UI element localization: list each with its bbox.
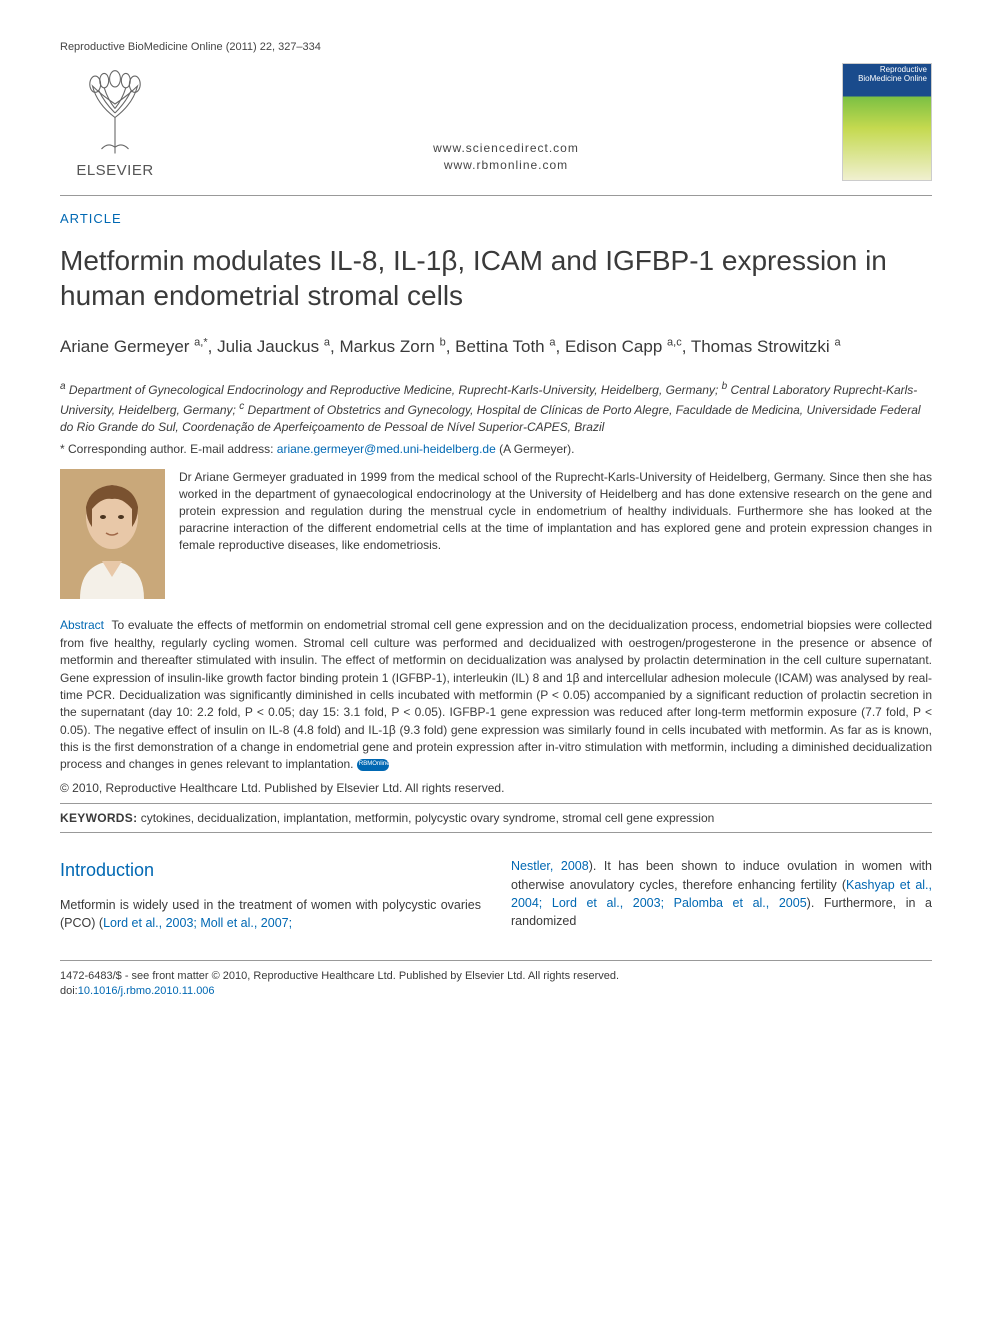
header-links: www.sciencedirect.com www.rbmonline.com (170, 140, 842, 182)
citation-link[interactable]: Lord et al., 2003; Moll et al., 2007; (103, 916, 292, 930)
author-list: Ariane Germeyer a,*, Julia Jauckus a, Ma… (60, 335, 932, 359)
journal-reference: Reproductive BioMedicine Online (2011) 2… (60, 40, 321, 55)
affiliations: a Department of Gynecological Endocrinol… (60, 380, 932, 436)
abstract-text: To evaluate the effects of metformin on … (60, 618, 932, 771)
publisher-name: ELSEVIER (76, 160, 153, 181)
doi-prefix: doi: (60, 985, 78, 997)
introduction-section: Introduction Metformin is widely used in… (60, 857, 932, 931)
sciencedirect-link[interactable]: www.sciencedirect.com (170, 140, 842, 157)
author-bio-text: Dr Ariane Germeyer graduated in 1999 fro… (179, 469, 932, 599)
article-type-tag: ARTICLE (60, 210, 932, 228)
footer-copyright: 1472-6483/$ - see front matter © 2010, R… (60, 969, 932, 984)
journal-cover-thumbnail: Reproductive BioMedicine Online (842, 63, 932, 181)
introduction-heading: Introduction (60, 857, 481, 883)
header-mid: ELSEVIER www.sciencedirect.com www.rbmon… (60, 63, 932, 196)
cover-title: Reproductive BioMedicine Online (843, 66, 927, 84)
intro-column-left: Introduction Metformin is widely used in… (60, 857, 481, 931)
corresponding-author: * Corresponding author. E-mail address: … (60, 441, 932, 458)
elsevier-tree-icon (70, 68, 160, 158)
keywords-list: cytokines, decidualization, implantation… (141, 811, 715, 825)
corresponding-email-link[interactable]: ariane.germeyer@med.uni-heidelberg.de (277, 442, 496, 456)
abstract-label: Abstract (60, 618, 104, 632)
header-top: Reproductive BioMedicine Online (2011) 2… (60, 40, 932, 55)
keywords-label: KEYWORDS: (60, 811, 137, 825)
doi-link[interactable]: 10.1016/j.rbmo.2010.11.006 (78, 985, 215, 997)
rbm-online-badge-icon (357, 759, 389, 771)
rbmonline-link[interactable]: www.rbmonline.com (170, 157, 842, 174)
corresponding-prefix: * Corresponding author. E-mail address: (60, 442, 277, 456)
corresponding-suffix: (A Germeyer). (496, 442, 575, 456)
author-bio-block: Dr Ariane Germeyer graduated in 1999 fro… (60, 469, 932, 599)
page-footer: 1472-6483/$ - see front matter © 2010, R… (60, 960, 932, 1000)
article-title: Metformin modulates IL-8, IL-1β, ICAM an… (60, 243, 932, 313)
abstract-copyright: © 2010, Reproductive Healthcare Ltd. Pub… (60, 780, 932, 797)
keywords-block: KEYWORDS: cytokines, decidualization, im… (60, 803, 932, 834)
intro-column-right: Nestler, 2008). It has been shown to ind… (511, 857, 932, 931)
citation-link[interactable]: Nestler, 2008 (511, 859, 589, 873)
publisher-logo-block: ELSEVIER (60, 68, 170, 181)
author-photo (60, 469, 165, 599)
abstract-block: Abstract To evaluate the effects of metf… (60, 617, 932, 774)
